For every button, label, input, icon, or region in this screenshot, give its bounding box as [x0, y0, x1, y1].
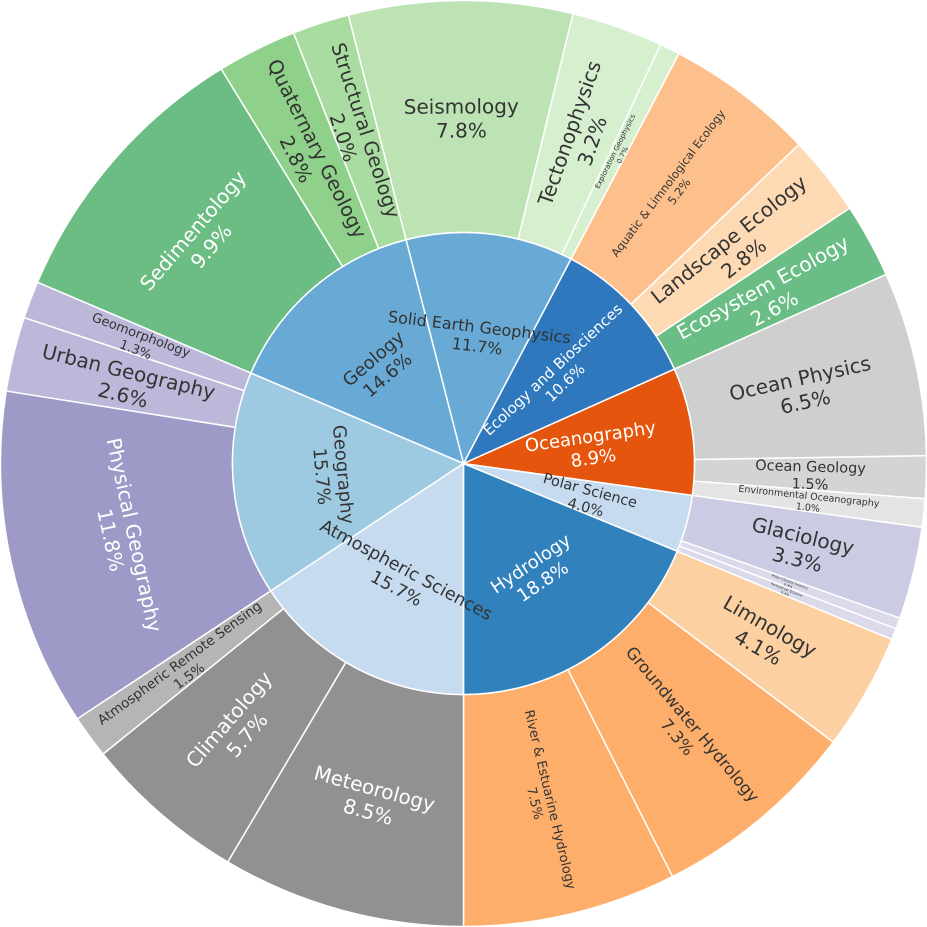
label-value-ocean-geology: 1.5% — [791, 476, 828, 493]
wedge-atmospheric-sciences[interactable] — [269, 462, 465, 696]
wedge-oceanography[interactable] — [460, 368, 696, 497]
label-value-permafrost-science: 0.4% — [780, 590, 790, 597]
inner-ring — [231, 231, 696, 696]
label-name-seismology: Seismology — [404, 94, 519, 119]
label-value-geography: 15.7% — [308, 447, 334, 506]
label-value-seismology: 7.8% — [436, 118, 487, 142]
label-name-ocean-geology: Ocean Geology — [755, 458, 867, 477]
wedge-geography[interactable] — [231, 372, 466, 592]
label-value-river-and-estuarine-hydrology: 7.5% — [523, 786, 545, 822]
label-value-polar-climate-science: 0.4% — [783, 582, 793, 589]
label-seismology: Seismology 7.8% — [404, 94, 519, 143]
label-ocean-geology: Ocean Geology1.5% — [754, 458, 866, 495]
wedge-hydrology[interactable] — [462, 462, 679, 696]
wedge-solid-earth-geophysics[interactable] — [405, 231, 572, 466]
wedge-ecology-and-biosciences[interactable] — [461, 257, 676, 466]
label-value-environmental-oceanography: 1.0% — [795, 501, 820, 515]
wedge-geology[interactable] — [249, 238, 465, 465]
